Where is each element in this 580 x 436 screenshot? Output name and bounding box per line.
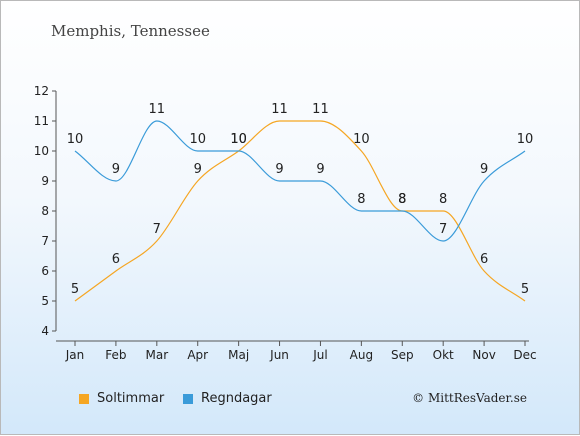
data-label-rain: 10 [67, 132, 84, 147]
data-label-sun: 10 [230, 132, 247, 147]
legend-item-rain: Regndagar [183, 391, 272, 406]
data-label-rain: 7 [439, 222, 447, 237]
y-tick-label: 12 [34, 84, 49, 98]
x-tick-label: Apr [187, 348, 208, 362]
x-tick-label: Feb [105, 348, 126, 362]
x-tick-label: Sep [391, 348, 414, 362]
x-tick-label: Dec [513, 348, 536, 362]
y-tick-label: 7 [41, 234, 49, 248]
x-tick-label: Jun [269, 348, 289, 362]
x-tick-label: Nov [472, 348, 495, 362]
data-label-sun: 11 [312, 102, 329, 117]
data-label-rain: 10 [230, 132, 247, 147]
data-label-sun: 8 [398, 192, 406, 207]
x-tick-label: Okt [433, 348, 454, 362]
data-label-sun: 11 [271, 102, 288, 117]
y-tick-label: 8 [41, 204, 49, 218]
x-tick-label: Maj [228, 348, 249, 362]
data-label-sun: 8 [439, 192, 447, 207]
data-label-sun: 6 [480, 252, 488, 267]
chart-title: Memphis, Tennessee [51, 22, 210, 40]
data-label-sun: 5 [521, 282, 529, 297]
x-tick-label: Aug [350, 348, 373, 362]
y-tick-label: 5 [41, 294, 49, 308]
data-label-rain: 10 [189, 132, 206, 147]
series-line-sun [74, 120, 526, 302]
data-label-sun: 6 [112, 252, 120, 267]
data-label-rain: 9 [112, 162, 120, 177]
data-label-rain: 11 [149, 102, 166, 117]
series-line-rain [74, 120, 526, 242]
chart-axes: 4 5 6 7 8 9 10 11 12 Jan Feb Mar Apr Maj Jun Jul Aug Sep O… [34, 84, 537, 362]
data-label-sun: 5 [71, 282, 79, 297]
legend-label-rain: Regndagar [201, 391, 272, 406]
data-label-rain: 9 [316, 162, 324, 177]
chart-series [74, 120, 526, 302]
x-tick-label: Jan [65, 348, 85, 362]
y-tick-label: 11 [34, 114, 49, 128]
site-credit: © MittResVader.se [412, 391, 527, 405]
data-label-sun: 9 [194, 162, 202, 177]
y-tick-label: 4 [41, 324, 49, 338]
data-label-rain: 8 [398, 192, 406, 207]
data-label-rain: 9 [480, 162, 488, 177]
y-tick-label: 6 [41, 264, 49, 278]
data-label-sun: 7 [153, 222, 161, 237]
data-label-rain: 10 [517, 132, 534, 147]
data-label-rain: 9 [275, 162, 283, 177]
x-tick-label: Jul [312, 348, 327, 362]
legend-label-sun: Soltimmar [97, 391, 165, 406]
y-tick-label: 9 [41, 174, 49, 188]
legend-item-sun: Soltimmar [79, 391, 164, 406]
y-tick-label: 10 [34, 144, 49, 158]
data-label-rain: 8 [357, 192, 365, 207]
data-label-sun: 10 [353, 132, 370, 147]
legend-swatch-rain [183, 393, 193, 404]
legend-swatch-sun [79, 393, 89, 404]
x-tick-label: Mar [145, 348, 168, 362]
